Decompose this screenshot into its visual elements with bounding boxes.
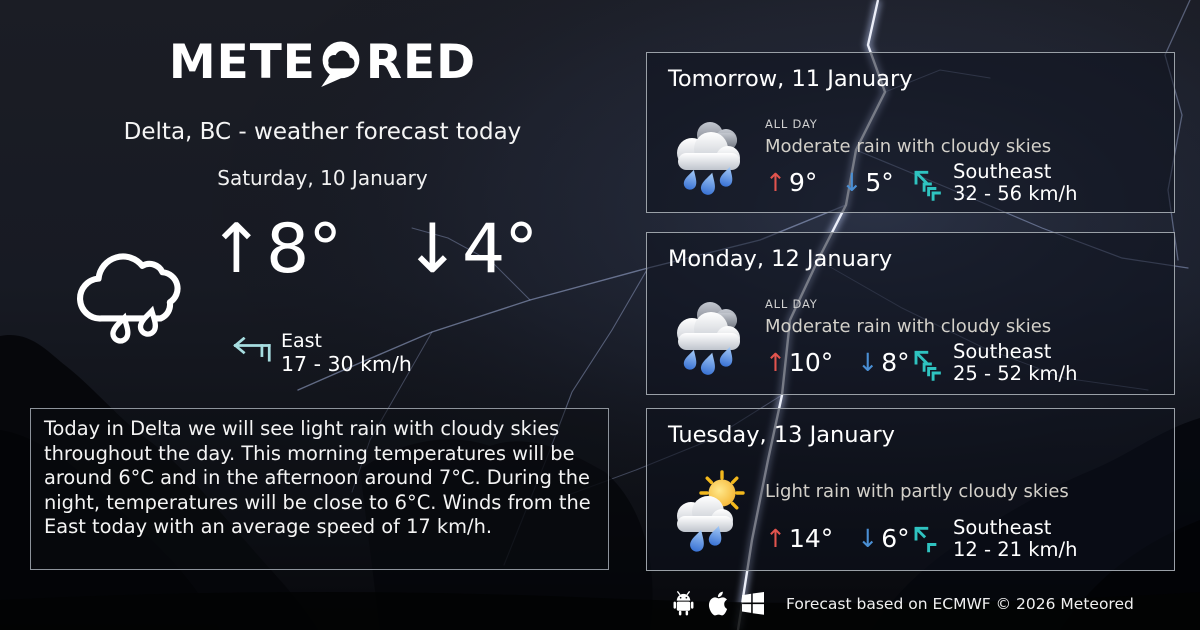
today-low-value: 4° [461,210,538,289]
card-wind-direction: Southeast [953,160,1052,183]
today-low-temp: ↓ 4° [404,210,538,289]
meteored-logo[interactable]: METE RED [0,35,645,90]
card-wind-direction: Southeast [953,516,1052,539]
logo-cloud-speech-bubble-icon [321,41,360,87]
card-low-value: 6° [881,524,910,553]
android-icon[interactable] [672,591,695,616]
card-low-temp: ↓ 5° [841,169,893,196]
card-high-value: 10° [788,348,834,377]
rain-cloud-icon [72,222,190,352]
card-wind: Southeast 32 - 56 km/h [907,161,1077,205]
card-wind: Southeast 25 - 52 km/h [907,341,1077,385]
logo-text-left: METE [168,35,316,90]
up-arrow-icon: ↑ [208,210,265,289]
page-date: Saturday, 10 January [217,166,428,190]
wind-arrow-southeast-3-barbs-icon [907,344,943,385]
card-title: Tuesday, 13 January [668,422,895,448]
today-high-temp: ↑ 8° [208,210,342,289]
wind-arrow-southeast-3-barbs-icon [907,164,943,205]
rain-cloudy-icon [665,290,757,382]
card-title: Monday, 12 January [668,246,893,272]
card-low-value: 8° [881,348,910,377]
card-high-temp: ↑ 14° [765,525,833,552]
card-high-value: 9° [788,168,818,197]
wind-arrow-southeast-1-barb-icon [907,520,943,561]
card-high-temp: ↑ 9° [765,169,817,196]
forecast-card-tuesday[interactable]: Tuesday, 13 January [646,408,1175,571]
wind-arrow-east-icon [228,337,272,376]
card-low-temp: ↓ 6° [857,525,909,552]
card-low-temp: ↓ 8° [857,349,909,376]
logo-text-right: RED [365,35,477,90]
card-high-temp: ↑ 10° [765,349,833,376]
card-wind-speed: 12 - 21 km/h [953,538,1078,561]
condition-text: Light rain with partly cloudy skies [765,481,1069,502]
footer: Forecast based on ECMWF © 2026 Meteored [646,591,1175,616]
condition-text: Moderate rain with cloudy skies [765,136,1052,157]
today-summary: Today in Delta we will see light rain wi… [30,408,609,570]
apple-icon[interactable] [708,591,729,616]
period-label [765,473,1069,481]
down-arrow-icon: ↓ [857,524,879,553]
forecast-card-tomorrow[interactable]: Tomorrow, 11 January ALL DAY [646,52,1175,213]
card-title: Tomorrow, 11 January [668,66,913,92]
up-arrow-icon: ↑ [765,348,786,377]
down-arrow-icon: ↓ [404,210,461,289]
page-title: Delta, BC - weather forecast today [123,119,522,145]
card-wind: Southeast 12 - 21 km/h [907,517,1077,561]
windows-icon[interactable] [742,592,764,615]
up-arrow-icon: ↑ [765,168,786,197]
card-high-value: 14° [788,524,834,553]
today-wind-direction: East [281,330,322,352]
card-wind-direction: Southeast [953,340,1052,363]
rain-partly-cloudy-icon [665,466,757,558]
today-wind-speed: 17 - 30 km/h [281,352,412,376]
attribution-text: Forecast based on ECMWF © 2026 Meteored [786,594,1134,613]
down-arrow-icon: ↓ [857,348,879,377]
card-low-value: 5° [865,168,894,197]
period-label: ALL DAY [765,117,818,131]
today-wind: East 17 - 30 km/h [228,331,412,376]
up-arrow-icon: ↑ [765,524,786,553]
period-label: ALL DAY [765,297,818,311]
card-wind-speed: 25 - 52 km/h [953,362,1078,385]
today-high-value: 8° [265,210,342,289]
down-arrow-icon: ↓ [841,168,863,197]
card-wind-speed: 32 - 56 km/h [953,182,1078,205]
condition-text: Moderate rain with cloudy skies [765,316,1052,337]
rain-cloudy-icon [665,110,757,202]
forecast-card-monday[interactable]: Monday, 12 January ALL DAY M [646,232,1175,395]
